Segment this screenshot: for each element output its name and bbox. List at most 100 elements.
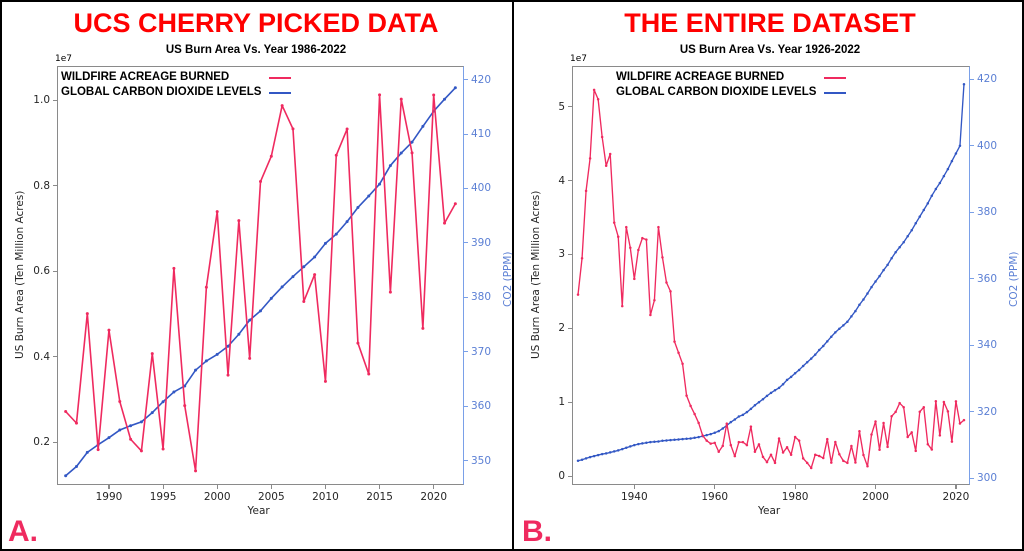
x-axis-title: Year (758, 505, 781, 517)
x-tick-mark (108, 485, 110, 489)
y-tick-mark (53, 99, 57, 101)
y2-tick-mark (464, 405, 468, 407)
legend-item-wildfire: WILDFIRE ACREAGE BURNED (61, 70, 292, 85)
x-tick-label: 2005 (257, 491, 285, 503)
y2-tick-label: 420 (471, 73, 492, 86)
y2-tick-mark (970, 211, 974, 213)
y-tick-mark (568, 180, 572, 182)
y2-tick-label: 320 (977, 405, 998, 418)
y-tick-mark (53, 441, 57, 443)
y-tick-label: 0.4 (33, 350, 50, 363)
y-tick-label: 5 (558, 100, 565, 113)
legend-swatch-wildfire (269, 76, 292, 79)
x-tick-mark (714, 485, 716, 489)
y-tick-label: 3 (558, 248, 565, 261)
panel-a: UCS CHERRY PICKED DATA US Burn Area Vs. … (8, 8, 514, 548)
y2-tick-label: 410 (471, 128, 492, 141)
x-tick-label: 2010 (312, 491, 339, 503)
y-tick-mark (53, 270, 57, 272)
y-tick-label: 2 (558, 322, 565, 335)
y2-tick-mark (464, 187, 468, 190)
x-tick-label: 2020 (420, 491, 448, 503)
x-tick-mark (633, 485, 635, 489)
y2-tick-mark (464, 296, 468, 298)
y2-tick-label: 380 (977, 206, 998, 219)
y-tick-mark (568, 327, 572, 329)
legend-swatch-co2 (824, 91, 847, 94)
x-tick-label: 1960 (701, 491, 729, 503)
x-tick-label: 2000 (862, 491, 889, 503)
panel-b-subtitle: US Burn Area Vs. Year 1926-2022 (679, 44, 861, 56)
chart-legend: WILDFIRE ACREAGE BURNED GLOBAL CARBON DIO… (61, 70, 292, 100)
y2-tick-mark (464, 79, 468, 81)
legend-label-co2: GLOBAL CARBON DIOXIDE LEVELS (616, 86, 817, 98)
y-tick-label: 4 (558, 174, 565, 187)
x-tick-mark (433, 485, 435, 489)
chart-curves-a (64, 86, 457, 478)
legend-item-co2: GLOBAL CARBON DIOXIDE LEVELS (61, 85, 292, 100)
y2-tick-label: 370 (471, 345, 492, 358)
legend-label-co2: GLOBAL CARBON DIOXIDE LEVELS (61, 86, 262, 98)
y2-tick-mark (970, 145, 974, 147)
x-tick-label: 2020 (942, 491, 970, 503)
y2-tick-label: 350 (471, 454, 492, 467)
y-tick-label: 1.0 (33, 94, 50, 107)
y-tick-label: 0.8 (33, 179, 50, 192)
x-tick-mark (216, 485, 218, 489)
x-axis-title: Year (247, 505, 270, 517)
y2-tick-label: 340 (977, 339, 998, 352)
legend-label-wildfire: WILDFIRE ACREAGE BURNED (616, 71, 785, 83)
y2-tick-mark (970, 477, 974, 479)
y2-tick-mark (970, 278, 974, 280)
y-tick-mark (568, 253, 572, 256)
y2-tick-mark (970, 344, 974, 346)
y-axis-offset-label: 1e7 (570, 54, 587, 64)
y2-tick-label: 380 (471, 291, 492, 304)
y2-tick-label: 360 (977, 272, 998, 285)
y-tick-mark (568, 401, 572, 403)
x-tick-mark (379, 485, 381, 489)
x-tick-mark (955, 485, 957, 489)
y2-tick-label: 400 (977, 139, 998, 152)
y-axis-title: US Burn Area (Ten Million Acres) (530, 190, 542, 359)
legend-label-wildfire: WILDFIRE ACREAGE BURNED (61, 71, 230, 83)
x-tick-mark (794, 485, 796, 489)
plot-area-a (57, 66, 464, 485)
x-tick-mark (875, 485, 877, 489)
y2-tick-mark (464, 460, 468, 462)
y2-tick-label: 400 (471, 182, 492, 195)
y2-tick-mark (464, 133, 468, 135)
y2-tick-mark (464, 242, 468, 244)
y2-tick-label: 420 (977, 73, 998, 86)
legend-item-wildfire: WILDFIRE ACREAGE BURNED (616, 70, 847, 85)
y-tick-mark (568, 475, 572, 477)
legend-swatch-co2 (269, 91, 292, 94)
x-tick-label: 1940 (620, 491, 648, 503)
x-tick-label: 1990 (95, 491, 123, 503)
x-tick-mark (324, 485, 327, 489)
panel-b-letter: B. (522, 515, 552, 548)
y-tick-label: 0.2 (33, 436, 50, 449)
chart-curves-b (576, 83, 966, 470)
panel-b: THE ENTIRE DATASET US Burn Area Vs. Year… (512, 0, 1024, 551)
y-tick-mark (568, 106, 572, 108)
panel-a-subtitle: US Burn Area Vs. Year 1986-2022 (165, 44, 347, 56)
y-axis-title: US Burn Area (Ten Million Acres) (14, 190, 26, 359)
x-tick-mark (270, 485, 272, 489)
y2-tick-label: 390 (471, 236, 492, 249)
y2-axis-title: CO2 (PPM) (1008, 250, 1020, 307)
chart-legend: WILDFIRE ACREAGE BURNED GLOBAL CARBON DIO… (616, 70, 847, 100)
y2-tick-label: 300 (977, 472, 998, 485)
legend-swatch-wildfire (824, 76, 847, 79)
panel-a-letter: A. (8, 515, 38, 548)
y2-tick-mark (464, 351, 468, 353)
y-axis-offset-label: 1e7 (55, 54, 72, 64)
y2-tick-label: 360 (471, 400, 492, 413)
y-tick-mark (53, 356, 57, 358)
legend-item-co2: GLOBAL CARBON DIOXIDE LEVELS (616, 85, 847, 100)
y-tick-label: 0 (558, 470, 565, 483)
x-tick-mark (162, 485, 164, 489)
panel-b-headline: THE ENTIRE DATASET (624, 8, 916, 38)
y2-tick-mark (970, 411, 974, 413)
